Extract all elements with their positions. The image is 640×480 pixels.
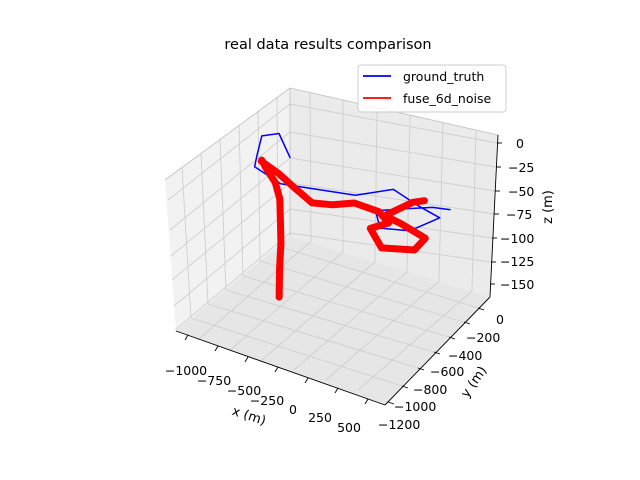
gridline [169, 131, 291, 231]
gridline [200, 152, 209, 305]
x-tick-label: −750 [197, 373, 231, 388]
legend-box [357, 64, 507, 113]
x-tick-label: −1000 [165, 363, 207, 378]
x-tick-mark [244, 356, 249, 363]
y-tick-label: −1000 [394, 399, 436, 414]
z-axis-label: z (m) [541, 190, 556, 224]
y-tick-mark [477, 307, 485, 311]
y-tick-mark [417, 367, 425, 371]
x-tick-labels: −1000 −750 −500 −250 0 250 500 [165, 363, 361, 435]
y-axis-line [384, 296, 491, 406]
z-tick-label: −125 [500, 254, 534, 269]
x-tick-label: 0 [289, 402, 297, 417]
x-tick-mark [184, 334, 189, 341]
tick-marks [184, 142, 502, 405]
series-line-fuse-6d-noise [260, 159, 427, 298]
gridline [225, 289, 435, 353]
pane-edge [164, 87, 291, 181]
x-tick-mark [334, 387, 339, 394]
y-tick-label: −400 [448, 348, 482, 363]
x-tick-mark [214, 345, 219, 352]
gridline [293, 271, 408, 371]
z-tick-label: −25 [508, 160, 534, 175]
gridline [257, 110, 261, 262]
gridline [181, 166, 192, 319]
z-axis-line [489, 134, 499, 298]
back-right-pane [290, 88, 498, 297]
gridline [174, 232, 291, 331]
y-tick-mark [463, 321, 471, 325]
gridline [471, 129, 477, 292]
y-tick-label: 0 [496, 312, 504, 327]
z-tick-label: −50 [508, 184, 534, 199]
series-layer [253, 132, 451, 301]
y-tick-label: −800 [413, 382, 447, 397]
gridline [219, 138, 227, 291]
gridline [289, 157, 496, 192]
gridline [173, 208, 291, 307]
x-tick-mark [304, 377, 309, 384]
gridline [207, 303, 419, 369]
x-tick-label: 250 [308, 410, 332, 425]
z-tick-label: 0 [516, 136, 524, 151]
gridline [289, 182, 495, 215]
gridline [229, 251, 344, 351]
gridline [277, 245, 479, 309]
x-tick-label: −250 [250, 393, 284, 408]
gridline [259, 260, 465, 323]
z-tick-label: −75 [506, 207, 532, 222]
z-tick-label: −150 [500, 277, 534, 292]
chart-title: real data results comparison [224, 37, 431, 53]
x-axis-line [175, 330, 386, 406]
x-tick-label: −500 [227, 383, 261, 398]
y-tick-mark [433, 351, 441, 355]
x-tick-label: 500 [337, 420, 361, 435]
gridline [167, 103, 291, 201]
legend: ground_truth fuse_6d_noise [357, 64, 507, 113]
gridline [438, 121, 444, 282]
y-tick-mark [401, 385, 409, 389]
z-tick-labels: 0 −25 −50 −75 −100 −125 −150 [500, 136, 534, 292]
gridline [406, 114, 411, 273]
gridline [289, 131, 497, 168]
gridline [197, 241, 311, 341]
z-tick-label: −100 [500, 231, 534, 246]
gridline [261, 261, 376, 361]
y-tick-label: −600 [430, 364, 464, 379]
y-tick-label: −1200 [378, 417, 420, 432]
x-tick-mark [274, 366, 279, 373]
x-tick-mark [364, 398, 369, 405]
legend-label-ground-truth: ground_truth [403, 69, 484, 84]
gridline [171, 182, 291, 281]
gridline [190, 317, 403, 387]
y-tick-mark [387, 401, 395, 405]
legend-label-fuse-6d-noise: fuse_6d_noise [403, 91, 491, 106]
gridline [309, 92, 312, 243]
axis-lines [175, 134, 499, 406]
gridline [357, 290, 473, 391]
gridline [238, 124, 244, 277]
y-tick-label: −200 [466, 330, 500, 345]
floor-pane [176, 236, 490, 405]
y-tick-mark [448, 336, 456, 340]
gridline [289, 103, 498, 144]
y-tick-labels: 0 −200 −400 −600 −800 −1000 −1200 [378, 312, 504, 432]
gridline [325, 280, 440, 381]
